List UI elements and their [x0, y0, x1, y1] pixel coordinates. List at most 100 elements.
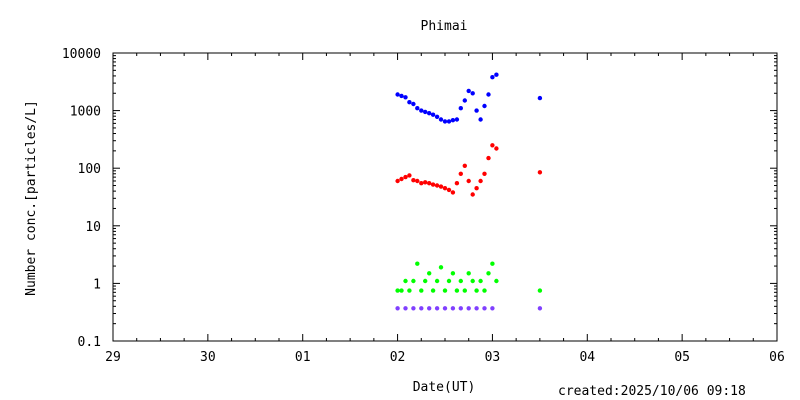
data-point-blue — [411, 101, 416, 107]
data-point-blue — [474, 108, 479, 113]
data-point-blue — [427, 111, 432, 116]
data-point-red — [466, 178, 471, 184]
data-point-red — [446, 187, 452, 193]
data-point-red — [494, 146, 499, 151]
data-point-red — [438, 184, 444, 189]
data-point-red — [423, 180, 428, 185]
data-point-blue — [458, 106, 463, 111]
data-point-purple — [490, 306, 495, 311]
y-tick-label: 10000 — [62, 47, 101, 62]
data-point-blue — [419, 108, 424, 113]
y-axis: 0.1 1 10 100 1000 10000 — [62, 47, 777, 350]
data-point-red — [407, 173, 412, 178]
data-point-green — [482, 288, 487, 293]
data-point-blue — [442, 119, 448, 124]
data-point-red — [430, 182, 436, 187]
y-tick-label: 100 — [78, 162, 101, 177]
data-point-red — [442, 186, 448, 191]
data-point-green — [419, 288, 424, 293]
data-point-green — [494, 278, 499, 284]
x-tick-label: 03 — [485, 350, 501, 365]
y-axis-label: Number conc.[particles/L] — [24, 100, 39, 296]
data-point-blue — [395, 92, 400, 97]
data-point-green — [474, 288, 479, 293]
data-point-green — [395, 288, 400, 293]
x-tick-label: 30 — [200, 350, 216, 365]
data-point-green — [403, 278, 408, 284]
x-tick-label: 06 — [769, 350, 785, 365]
data-point-green — [411, 278, 416, 284]
data-point-red — [403, 174, 408, 180]
data-point-green — [427, 271, 432, 276]
data-point-green — [438, 265, 444, 270]
data-point-green — [434, 278, 440, 284]
y-tick-label: 1000 — [70, 105, 101, 120]
data-point-green — [454, 288, 460, 293]
data-point-blue — [403, 95, 408, 100]
data-point-blue — [462, 98, 467, 103]
data-point-green — [446, 278, 452, 284]
data-point-green — [458, 278, 463, 284]
x-tick-label: 04 — [579, 350, 595, 365]
x-tick-label: 05 — [674, 350, 690, 365]
data-point-blue — [415, 106, 420, 111]
x-tick-label: 29 — [105, 350, 121, 365]
data-point-blue — [478, 117, 483, 122]
data-points — [395, 72, 543, 311]
data-point-purple — [434, 306, 440, 311]
data-point-blue — [482, 103, 487, 109]
x-axis: 29 30 01 02 03 04 05 06 — [105, 53, 785, 365]
data-point-blue — [446, 119, 452, 124]
data-point-purple — [474, 306, 479, 311]
data-point-blue — [423, 109, 428, 115]
data-point-red — [537, 170, 543, 175]
data-point-red — [458, 171, 463, 176]
created-timestamp: created:2025/10/06 09:18 — [558, 384, 746, 399]
data-point-blue — [454, 117, 460, 122]
data-point-green — [442, 288, 448, 293]
data-point-red — [395, 178, 400, 184]
data-point-purple — [395, 306, 400, 311]
data-point-green — [537, 288, 543, 293]
data-point-purple — [458, 306, 463, 311]
data-point-red — [470, 192, 475, 197]
data-point-blue — [486, 92, 491, 97]
x-axis-label: Date(UT) — [413, 380, 476, 395]
data-point-blue — [430, 112, 436, 117]
data-point-blue — [470, 91, 475, 96]
data-point-green — [450, 271, 456, 276]
data-point-red — [434, 183, 440, 188]
data-point-red — [478, 178, 483, 184]
data-point-green — [478, 278, 483, 284]
data-point-green — [462, 288, 467, 293]
data-point-blue — [537, 95, 543, 101]
data-point-red — [454, 181, 460, 186]
data-point-purple — [466, 306, 471, 311]
data-point-purple — [411, 306, 416, 311]
plot-frame — [112, 52, 778, 342]
data-point-purple — [419, 306, 424, 311]
data-point-red — [486, 155, 491, 161]
data-point-green — [399, 288, 404, 293]
data-point-red — [411, 178, 416, 183]
data-point-blue — [399, 93, 404, 99]
data-point-red — [427, 181, 432, 186]
y-tick-label: 0.1 — [78, 335, 101, 350]
data-point-green — [470, 278, 475, 284]
data-point-blue — [494, 72, 499, 77]
data-point-green — [407, 288, 412, 293]
data-point-green — [430, 288, 436, 293]
data-point-green — [423, 278, 428, 284]
data-point-blue — [450, 118, 456, 123]
data-point-red — [450, 190, 456, 195]
data-point-purple — [442, 306, 448, 311]
data-point-blue — [438, 117, 444, 122]
y-tick-label: 1 — [93, 277, 101, 292]
data-point-green — [415, 261, 420, 266]
data-point-blue — [466, 88, 471, 94]
data-point-purple — [537, 306, 543, 311]
data-point-purple — [450, 306, 456, 311]
data-point-purple — [427, 306, 432, 311]
data-point-green — [466, 271, 471, 276]
